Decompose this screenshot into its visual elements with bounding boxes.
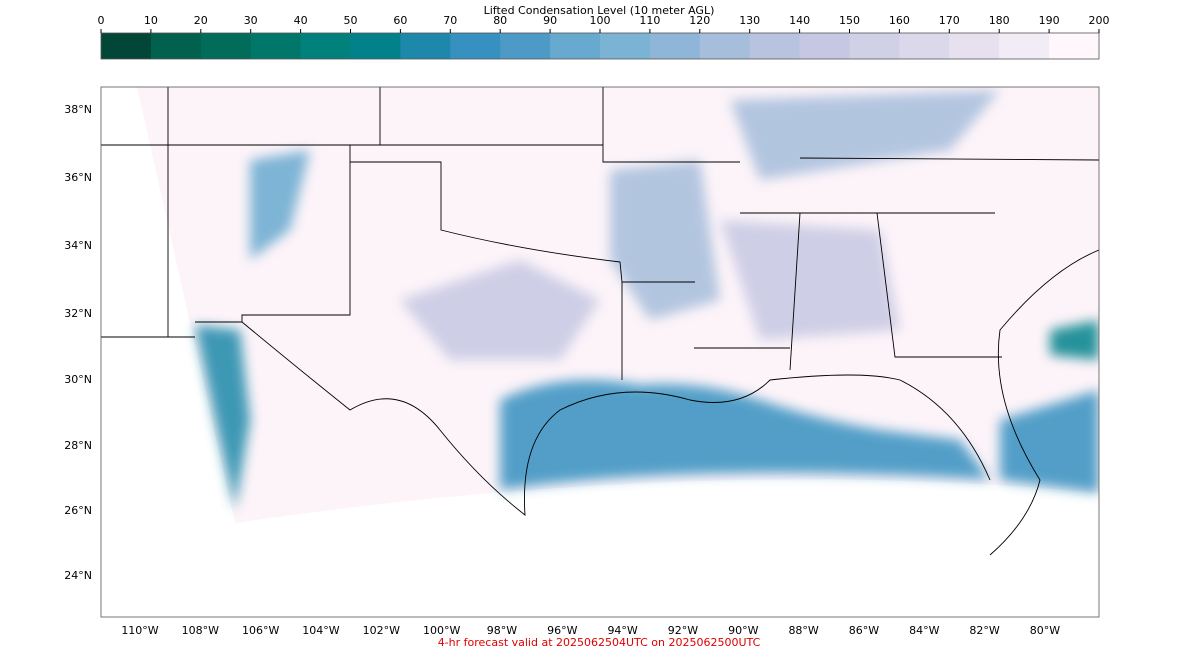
colorbar-tick-label: 50 bbox=[344, 14, 358, 27]
lat-label: 26°N bbox=[64, 504, 92, 517]
colorbar-tick-label: 40 bbox=[294, 14, 308, 27]
field-shading bbox=[195, 90, 1099, 510]
map-frame bbox=[100, 86, 1100, 618]
lon-label: 106°W bbox=[242, 624, 279, 637]
colorbar-tick-label: 0 bbox=[98, 14, 105, 27]
lon-label: 94°W bbox=[607, 624, 637, 637]
colorbar-tick-label: 130 bbox=[739, 14, 760, 27]
colorbar-tick-label: 170 bbox=[939, 14, 960, 27]
lon-label: 104°W bbox=[302, 624, 339, 637]
colorbar bbox=[101, 33, 1100, 59]
lon-label: 108°W bbox=[182, 624, 219, 637]
colorbar-segment bbox=[699, 33, 751, 59]
lat-label: 34°N bbox=[64, 239, 92, 252]
colorbar-segment bbox=[500, 33, 551, 59]
colorbar-segment bbox=[350, 33, 401, 59]
colorbar-tick-label: 140 bbox=[789, 14, 810, 27]
colorbar-tick-label: 150 bbox=[839, 14, 860, 27]
lon-label: 88°W bbox=[788, 624, 818, 637]
colorbar-segment bbox=[300, 33, 351, 59]
state-borders bbox=[101, 87, 1099, 556]
colorbar-tick-label: 30 bbox=[244, 14, 258, 27]
lat-label: 38°N bbox=[64, 103, 92, 116]
colorbar-segment bbox=[649, 33, 701, 59]
lat-label: 30°N bbox=[64, 373, 92, 386]
colorbar-tick-label: 90 bbox=[543, 14, 557, 27]
colorbar-segment bbox=[150, 33, 202, 59]
colorbar-tick-label: 20 bbox=[194, 14, 208, 27]
colorbar-tick-label: 200 bbox=[1089, 14, 1110, 27]
colorbar-segment bbox=[999, 33, 1050, 59]
colorbar-tick-label: 80 bbox=[493, 14, 507, 27]
colorbar-tick-label: 10 bbox=[144, 14, 158, 27]
field bbox=[137, 87, 1099, 523]
lat-label: 32°N bbox=[64, 307, 92, 320]
lon-label: 84°W bbox=[909, 624, 939, 637]
colorbar-segment bbox=[550, 33, 601, 59]
colorbar-tick-label: 60 bbox=[393, 14, 407, 27]
lon-label: 102°W bbox=[363, 624, 400, 637]
map-area bbox=[101, 87, 1099, 556]
colorbar-tick-label: 190 bbox=[1039, 14, 1060, 27]
colorbar-title: Lifted Condensation Level (10 meter AGL) bbox=[484, 4, 715, 17]
colorbar-segment bbox=[400, 33, 451, 59]
colorbar-tick-label: 180 bbox=[989, 14, 1010, 27]
colorbar-segment bbox=[600, 33, 651, 59]
lon-label: 80°W bbox=[1030, 624, 1060, 637]
colorbar-segment bbox=[849, 33, 900, 59]
lon-label: 96°W bbox=[547, 624, 577, 637]
colorbar-tick-label: 100 bbox=[590, 14, 611, 27]
lat-label: 28°N bbox=[64, 439, 92, 452]
forecast-footer: 4-hr forecast valid at 2025062504UTC on … bbox=[438, 636, 761, 649]
colorbar-segment bbox=[1049, 33, 1100, 59]
lat-label: 36°N bbox=[64, 171, 92, 184]
colorbar-segment bbox=[949, 33, 1000, 59]
colorbar-tick-label: 160 bbox=[889, 14, 910, 27]
lon-label: 110°W bbox=[121, 624, 158, 637]
lat-label: 24°N bbox=[64, 569, 92, 582]
lon-label: 90°W bbox=[728, 624, 758, 637]
lon-label: 82°W bbox=[969, 624, 999, 637]
colorbar-segment bbox=[899, 33, 950, 59]
lon-label: 100°W bbox=[423, 624, 460, 637]
lon-label: 86°W bbox=[849, 624, 879, 637]
colorbar-tick-label: 110 bbox=[639, 14, 660, 27]
colorbar-segment bbox=[250, 33, 302, 59]
colorbar-segment bbox=[200, 33, 252, 59]
colorbar-segment bbox=[450, 33, 501, 59]
lon-label: 92°W bbox=[668, 624, 698, 637]
colorbar-tick-label: 70 bbox=[443, 14, 457, 27]
colorbar-tick-label: 120 bbox=[689, 14, 710, 27]
colorbar-segment bbox=[799, 33, 850, 59]
colorbar-segment bbox=[101, 33, 152, 59]
colorbar-segment bbox=[749, 33, 801, 59]
lon-label: 98°W bbox=[487, 624, 517, 637]
